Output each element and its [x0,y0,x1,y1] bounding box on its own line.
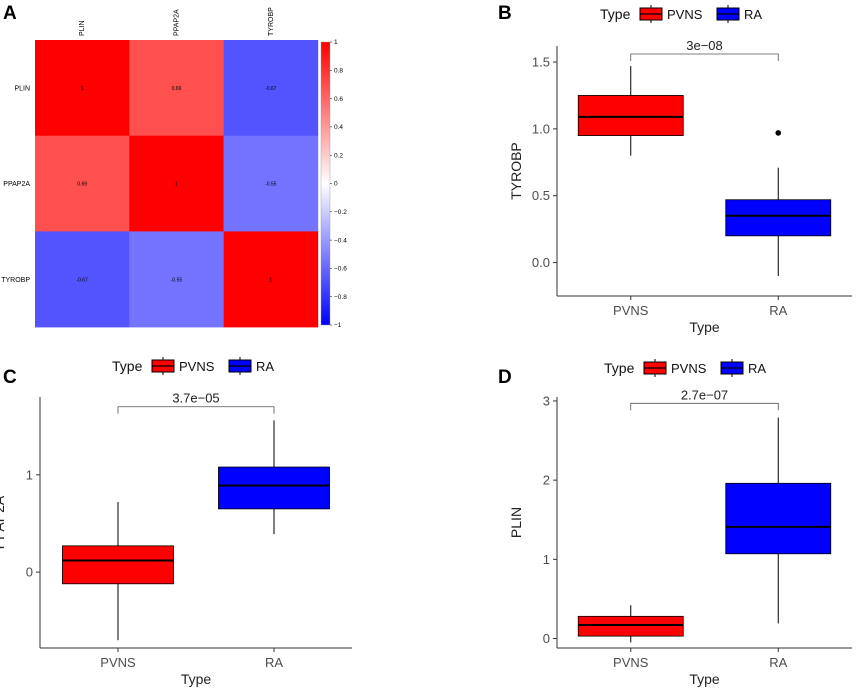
heatmap-value-plin-plin: 1 [81,86,84,92]
panel-letter-a: A [3,3,17,24]
colorbar-tick-label: −0.6 [334,266,347,273]
heatmap-value-ppap2a-ppap2a: 1 [175,182,178,188]
outlier-point-ra [775,130,782,136]
box-ra [725,199,832,237]
correlation-heatmap: 1 0.69 -0.67 PLIN 0.69 1 -0.55 PPAP2A -0.67 -0.55… [1,7,347,329]
y-tick-label: 1.0 [532,121,550,136]
heatmap-value-ppap2a-tyrobp: -0.55 [265,182,277,188]
heatmap-value-plin-ppap2a: 0.69 [172,86,182,92]
panel-letter-d: D [498,367,512,388]
heatmap-col-label-plin: PLIN [79,20,86,36]
heatmap-value-tyrobp-plin: -0.67 [76,277,88,283]
p-value-label: 2.7e−07 [681,387,728,402]
significance-bracket [117,406,275,414]
y-tick-label: 2 [543,473,550,488]
box-pvns [62,545,174,585]
box-pvns [577,95,684,136]
boxplot-ppap2a: Type PVNS RA 0 1 PVNS RA Type PPAP2A 3.7e−05 [0,357,352,687]
box-ra [218,466,330,510]
x-axis-title: Type [689,671,720,687]
x-tick-label-pvns: PVNS [100,655,136,670]
legend-label-pvns: PVNS [671,361,707,376]
panel-letter-b: B [498,3,512,24]
legend-title: Type [112,358,143,374]
colorbar-tick-label: 0.2 [334,152,343,159]
colorbar-tick-label: −1 [334,322,342,329]
heatmap-cell-ppap2a-plin [35,135,130,232]
significance-bracket [630,402,779,411]
colorbar-tick-label: −0.8 [334,294,347,301]
heatmap-cell-plin-plin [35,40,130,136]
heatmap-cell-plin-tyrobp [223,40,319,136]
legend-title: Type [604,360,635,376]
heatmap-cell-tyrobp-plin [35,231,130,328]
y-tick-label: 0.0 [532,255,550,270]
heatmap-value-tyrobp-ppap2a: -0.55 [171,277,183,283]
y-tick-label: 1 [26,467,33,482]
heatmap-cell-ppap2a-tyrobp [223,135,319,232]
legend-label-pvns: PVNS [179,359,215,374]
x-tick-label-ra: RA [265,655,283,670]
p-value-label: 3e−08 [686,38,723,53]
colorbar-tick-label: 1 [334,39,338,46]
x-tick-label-ra: RA [769,655,787,670]
heatmap-row-label-ppap2a: PPAP2A [3,181,30,188]
y-axis-title: TYROBP [508,142,524,200]
x-axis-title: Type [689,319,720,335]
legend-title: Type [600,6,631,22]
significance-bracket [630,53,779,62]
y-tick-label: 0 [26,565,33,580]
boxplot-tyrobp: Type PVNS RA 0.0 0.5 1.0 1.5 PVNS RA Type TYROBP 3e… [508,5,852,335]
heatmap-cell-plin-ppap2a [129,40,224,136]
y-tick-label: 1 [543,552,550,567]
boxplot-plin: Type PVNS RA 0 1 2 3 PVNS RA Type PLIN 2.7e−07 [508,359,852,687]
y-axis-title: PLIN [508,507,524,538]
x-tick-label-ra: RA [769,303,787,318]
box-pvns [577,615,684,637]
x-tick-label-pvns: PVNS [613,303,649,318]
heatmap-value-plin-tyrobp: -0.67 [265,86,277,92]
y-axis-title: PPAP2A [0,495,7,549]
x-tick-label-pvns: PVNS [613,655,649,670]
legend-label-ra: RA [256,359,274,374]
heatmap-row-label-tyrobp: TYROBP [1,277,30,284]
heatmap-col-label-ppap2a: PPAP2A [173,9,180,36]
heatmap-row-label-plin: PLIN [14,85,30,92]
heatmap-value-tyrobp-tyrobp: 1 [269,277,272,283]
y-tick-label: 0 [543,631,550,646]
panel-letter-c: C [3,367,17,388]
heatmap-col-label-tyrobp: TYROBP [268,7,275,36]
heatmap-cell-ppap2a-ppap2a [129,135,224,232]
heatmap-cell-tyrobp-ppap2a [129,231,224,328]
colorbar-tick-label: 0 [334,181,338,188]
colorbar [320,41,331,326]
heatmap-value-ppap2a-plin: 0.69 [77,182,87,188]
y-tick-label: 0.5 [532,188,550,203]
box-ra [725,482,832,555]
colorbar-tick-label: 0.6 [334,96,343,103]
legend-label-pvns: PVNS [667,7,703,22]
x-axis-title: Type [181,671,212,687]
p-value-label: 3.7e−05 [172,391,219,406]
colorbar-tick-label: −0.4 [334,237,347,244]
colorbar-tick-label: 0.4 [334,124,343,131]
legend-label-ra: RA [748,361,766,376]
y-tick-label: 1.5 [532,55,550,70]
colorbar-tick-label: 0.8 [334,68,343,75]
heatmap-cell-tyrobp-tyrobp [223,231,319,328]
y-tick-label: 3 [543,393,550,408]
colorbar-tick-label: −0.2 [334,209,347,216]
legend-label-ra: RA [744,7,762,22]
